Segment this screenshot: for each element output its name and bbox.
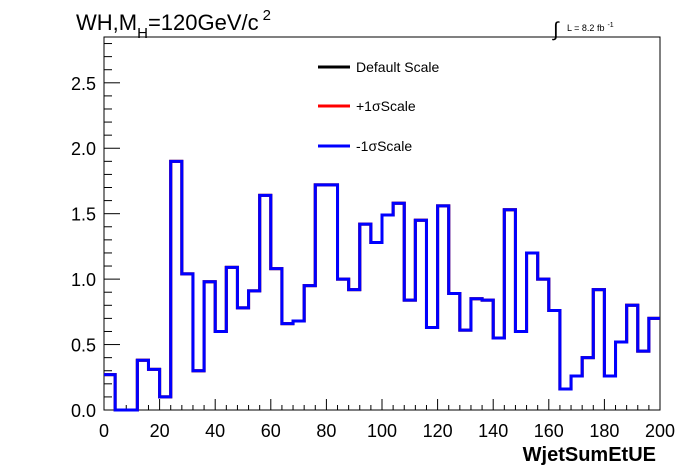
x-tick-label: 180 xyxy=(589,421,619,441)
y-tick-label: 1.0 xyxy=(71,270,96,290)
axis-ticks xyxy=(103,43,661,411)
y-tick-label: 1.5 xyxy=(71,205,96,225)
x-axis-label: WjetSumEtUE xyxy=(523,444,656,466)
series-minus1sigma-scale xyxy=(104,159,660,412)
x-tick-label: 160 xyxy=(534,421,564,441)
x-tick-label: 120 xyxy=(423,421,453,441)
title-subscript: H xyxy=(137,25,148,42)
title-superscript: 2 xyxy=(263,7,271,24)
lumi-annotation: L = 8.2 fb -1 xyxy=(567,22,614,33)
x-tick-label: 40 xyxy=(205,421,225,441)
x-tick-label: 200 xyxy=(645,421,675,441)
series-layer xyxy=(104,159,660,412)
legend-label-default: Default Scale xyxy=(356,59,439,75)
x-tick-label: 20 xyxy=(150,421,170,441)
integral-sign: ∫ xyxy=(552,19,560,41)
legend-label-plus1sigma: +1σScale xyxy=(356,98,416,114)
y-tick-label: 2.5 xyxy=(71,74,96,94)
axis-tick-labels: 0 20 40 60 80 100 120 140 160 180 200 0.0 0.5 1.0 1.5 2… xyxy=(71,74,675,441)
lumi-text: L = 8.2 fb xyxy=(567,23,604,33)
title-rest: =120GeV/c xyxy=(148,10,259,35)
legend: Default Scale +1σScale -1σScale xyxy=(318,59,439,154)
x-tick-label: 0 xyxy=(99,421,109,441)
title-main: WH,M xyxy=(76,10,137,35)
legend-label-minus1sigma: -1σScale xyxy=(356,138,412,154)
y-tick-label: 2.0 xyxy=(71,139,96,159)
lumi-superscript: -1 xyxy=(607,22,613,29)
x-tick-label: 60 xyxy=(261,421,281,441)
chart-title: WH,MH=120GeV/c 2 xyxy=(76,7,271,42)
x-tick-label: 100 xyxy=(367,421,397,441)
x-tick-label: 80 xyxy=(316,421,336,441)
x-tick-label: 140 xyxy=(478,421,508,441)
y-tick-label: 0.5 xyxy=(71,336,96,356)
y-tick-label: 0.0 xyxy=(71,401,96,421)
